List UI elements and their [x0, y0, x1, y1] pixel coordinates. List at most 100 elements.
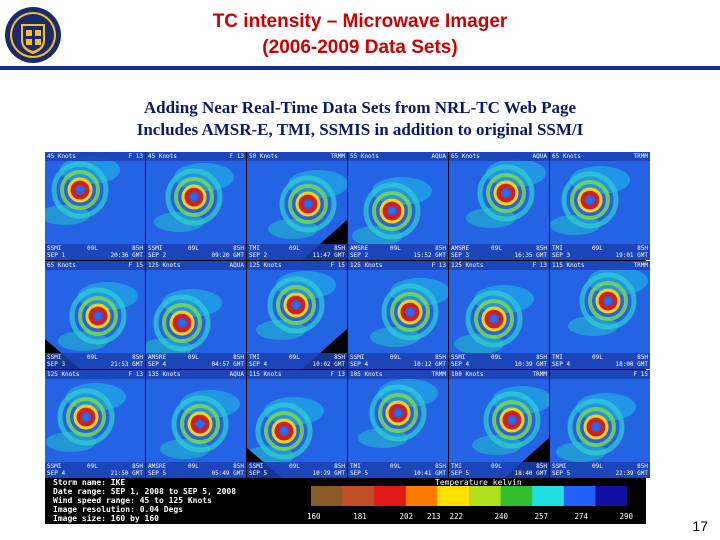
- tile-sensor: TMI: [451, 463, 462, 470]
- tile-satellite: F 13: [431, 262, 446, 269]
- legend-image-size: Image size: 160 by 160: [53, 514, 159, 523]
- storm-image: [146, 370, 246, 478]
- tile-sensor: SSMI: [148, 245, 163, 252]
- storm-image: [449, 261, 549, 369]
- satellite-tile: 115 Knots TRMM TMI 09L 85H SEP 4 18:00 GMT: [550, 261, 650, 369]
- storm-image: [146, 152, 246, 260]
- storm-image: [45, 152, 145, 260]
- tile-sensor: AMSRE: [350, 245, 369, 252]
- tile-wind-speed: 65 Knots: [552, 153, 581, 160]
- tile-sensor: AMSRE: [148, 463, 167, 470]
- satellite-tile: 125 Knots F 13 SSMI 09L 85H SEP 4 21:50 GMT: [45, 370, 145, 478]
- tile-satellite: AQUA: [229, 262, 244, 269]
- tile-sensor: SSMI: [451, 354, 466, 361]
- tile-storm-id: 09L: [390, 463, 401, 470]
- colorbar-tick-label: 274: [574, 512, 589, 521]
- storm-image: [550, 152, 650, 260]
- tile-time: 15:52 GMT: [413, 252, 446, 259]
- colorbar-tick-label: 213: [427, 512, 441, 521]
- legend-storm-name: Storm name: IKE: [53, 478, 126, 487]
- tile-frequency: 85H: [435, 354, 446, 361]
- tile-frequency: 85H: [435, 463, 446, 470]
- tile-date: SEP 5: [451, 470, 470, 477]
- colorbar-swatch: [500, 486, 533, 506]
- tile-date: SEP 5: [552, 470, 571, 477]
- storm-image: [348, 370, 448, 478]
- tile-time: 18:00 GMT: [615, 361, 648, 368]
- tile-time: 10:41 GMT: [413, 470, 446, 477]
- tile-date: SEP 4: [451, 361, 470, 368]
- tile-storm-id: 09L: [390, 354, 401, 361]
- tile-date: SEP 1: [47, 252, 66, 259]
- temperature-colorbar: [311, 486, 627, 506]
- tile-frequency: 85H: [536, 354, 547, 361]
- tile-storm-id: 09L: [188, 463, 199, 470]
- tile-storm-id: 09L: [491, 245, 502, 252]
- storm-image: [247, 261, 347, 369]
- tile-storm-id: 09L: [592, 463, 603, 470]
- tile-sensor: TMI: [249, 354, 260, 361]
- tile-sensor: AMSRE: [451, 245, 470, 252]
- tile-sensor: AMSRE: [148, 354, 167, 361]
- tile-storm-id: 09L: [87, 245, 98, 252]
- tile-storm-id: 09L: [289, 354, 300, 361]
- subtitle-line-2: Includes AMSR-E, TMI, SSMIS in addition …: [136, 120, 584, 139]
- colorbar-swatch: [469, 486, 502, 506]
- tile-frequency: 85H: [536, 463, 547, 470]
- tile-satellite: AQUA: [431, 153, 446, 160]
- satellite-tile: 125 Knots F 13 SSMI 09L 85H SEP 4 10:12 GMT: [348, 261, 448, 369]
- satellite-tile: 105 Knots TRMM TMI 09L 85H SEP 5 10:41 GMT: [348, 370, 448, 478]
- tile-frequency: 85H: [334, 463, 345, 470]
- tile-wind-speed: 45 Knots: [47, 153, 76, 160]
- tile-sensor: SSMI: [552, 463, 567, 470]
- tile-time: 16:35 GMT: [514, 252, 547, 259]
- tile-satellite: F 13: [330, 371, 345, 378]
- colorbar-tick-label: 257: [534, 512, 549, 521]
- satellite-tile: 135 Knots AQUA AMSRE 09L 85H SEP 5 05:49 GMT: [146, 370, 246, 478]
- satellite-tile: 125 Knots AQUA AMSRE 09L 85H SEP 4 04:57 GMT: [146, 261, 246, 369]
- tile-frequency: 85H: [233, 463, 244, 470]
- storm-image: [247, 370, 347, 478]
- tile-storm-id: 09L: [87, 354, 98, 361]
- tile-satellite: F 15: [128, 262, 143, 269]
- tile-satellite: F 13: [532, 262, 547, 269]
- colorbar-swatch: [532, 486, 565, 506]
- tile-date: SEP 3: [47, 361, 66, 368]
- tile-satellite: F 13: [128, 153, 143, 160]
- tile-frequency: 85H: [637, 354, 648, 361]
- satellite-tile: F 15 SSMI 09L 85H SEP 5 22:39 GMT: [550, 370, 650, 478]
- tile-time: 21:53 GMT: [110, 361, 143, 368]
- storm-image: [550, 370, 650, 478]
- tile-time: 10:39 GMT: [514, 361, 547, 368]
- satellite-tile: 65 Knots TRMM TMI 09L 85H SEP 3 19:01 GMT: [550, 152, 650, 260]
- tile-time: 04:57 GMT: [211, 361, 244, 368]
- tile-wind-speed: 65 Knots: [451, 153, 480, 160]
- tile-sensor: TMI: [552, 245, 563, 252]
- tile-time: 09:20 GMT: [211, 252, 244, 259]
- tile-sensor: TMI: [350, 463, 361, 470]
- tile-satellite: TRMM: [532, 371, 547, 378]
- tile-storm-id: 09L: [491, 463, 502, 470]
- storm-image: [449, 152, 549, 260]
- tile-wind-speed: 125 Knots: [350, 262, 383, 269]
- tile-storm-id: 09L: [289, 245, 300, 252]
- tile-time: 10:12 GMT: [413, 361, 446, 368]
- satellite-tile: 65 Knots AQUA AMSRE 09L 85H SEP 3 16:35 GMT: [449, 152, 549, 260]
- tile-satellite: F 13: [229, 153, 244, 160]
- tile-date: SEP 5: [249, 470, 268, 477]
- tile-sensor: SSMI: [350, 354, 365, 361]
- colorbar-tick-label: 160: [307, 512, 321, 521]
- storm-image: [449, 370, 549, 478]
- tile-wind-speed: 45 Knots: [148, 153, 177, 160]
- storm-image: [247, 152, 347, 260]
- colorbar-tick-label: 202: [399, 512, 414, 521]
- tile-sensor: TMI: [249, 245, 260, 252]
- legend-date-range: Date range: SEP 1, 2008 to SEP 5, 2008: [53, 487, 237, 496]
- tile-time: 18:40 GMT: [514, 470, 547, 477]
- colorbar-title: Temperature kelvin: [435, 478, 522, 487]
- title-divider: [0, 66, 720, 70]
- colorbar-swatch: [405, 486, 438, 506]
- tile-wind-speed: 115 Knots: [552, 262, 585, 269]
- tile-sensor: SSMI: [47, 354, 62, 361]
- colorbar-tick-label: 222: [449, 512, 464, 521]
